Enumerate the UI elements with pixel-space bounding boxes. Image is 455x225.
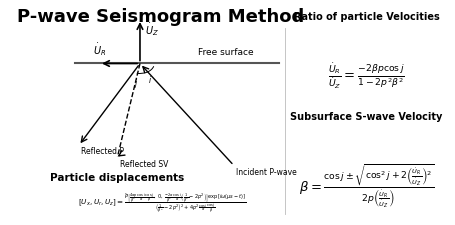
Text: Subsurface S-wave Velocity: Subsurface S-wave Velocity [290, 112, 442, 122]
Text: $[U_x,U_r,U_z]=\frac{\bar{P}\left[\frac{4\alpha p}{\beta^2}\frac{\cos i}{\alpha}: $[U_x,U_r,U_z]=\frac{\bar{P}\left[\frac{… [78, 191, 246, 216]
Text: Free surface: Free surface [197, 48, 253, 57]
Text: P-wave Seismogram Method: P-wave Seismogram Method [17, 8, 303, 26]
Text: $\dot{U}_R$: $\dot{U}_R$ [92, 41, 106, 58]
Text: Reflected SV: Reflected SV [119, 160, 167, 169]
Text: Particle displacements: Particle displacements [50, 173, 184, 183]
Text: Ratio of particle Velocities: Ratio of particle Velocities [293, 12, 439, 22]
Text: i: i [149, 76, 151, 85]
Text: Reflected P: Reflected P [81, 147, 123, 156]
Text: $\dot{U}_Z$: $\dot{U}_Z$ [145, 21, 158, 38]
Text: Incident P-wave: Incident P-wave [235, 168, 296, 177]
Text: $\beta = \frac{\cos j \pm \sqrt{\cos^2 j + 2\left(\frac{\dot{U}_R}{\dot{U}_Z}\ri: $\beta = \frac{\cos j \pm \sqrt{\cos^2 j… [298, 163, 433, 211]
Text: $\frac{\dot{U}_R}{\dot{U}_Z} = \frac{-2\beta p\cos j}{1-2p^2\beta^2}$: $\frac{\dot{U}_R}{\dot{U}_Z} = \frac{-2\… [328, 61, 404, 91]
Text: j: j [134, 79, 136, 88]
